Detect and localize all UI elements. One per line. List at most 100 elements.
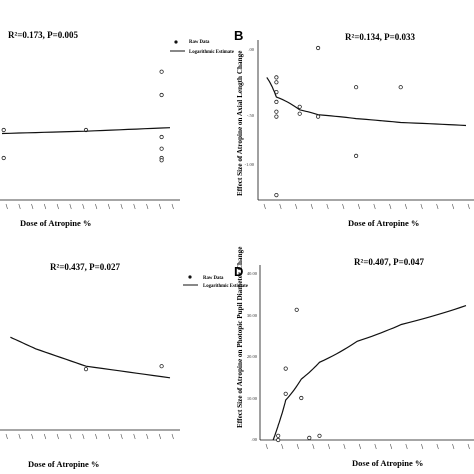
panel-b-xtick-mark: [452, 203, 455, 210]
panel-d-xtick-mark: [405, 443, 408, 450]
panel-a-xtick-mark: [18, 203, 21, 210]
panel-c-xticks: [5, 433, 174, 440]
panel-b-data-point: [297, 111, 302, 116]
panel-a-data-point: [159, 158, 164, 163]
panel-a-xtick-mark: [158, 203, 161, 210]
panel-b-data-point: [274, 75, 279, 80]
panel-d-data-point: [317, 433, 322, 438]
panel-b-data-point: [297, 104, 302, 109]
panel-d-data-point: [283, 366, 288, 371]
panel-b-xtick-mark: [342, 203, 345, 210]
panel-d-log-curve: [272, 305, 467, 441]
panel-a-xtick-mark: [146, 203, 149, 210]
panel-c-xlabel: Dose of Atropine %: [28, 459, 99, 469]
panel-d-ytick-0: 40.00: [247, 271, 258, 276]
panel-d: D R²=0.407, P=0.047 Effect Size of Atrop…: [183, 247, 474, 468]
panel-c-xtick-mark: [120, 433, 123, 440]
panel-b: B R²=0.134, P=0.033 Effect Size of Atrop…: [234, 28, 474, 228]
panel-d-ytick-2: 20.00: [247, 354, 258, 359]
panel-b-data-point: [274, 193, 279, 198]
panel-d-xtick-mark: [343, 443, 346, 450]
panel-a-xtick-mark: [95, 203, 98, 210]
panel-a-xticks: [5, 203, 174, 210]
panel-a-xtick-mark: [171, 203, 174, 210]
panel-d-xtick-mark: [327, 443, 330, 450]
panel-c-points: [10, 336, 171, 379]
panel-b-ylabel: Effect Size of Atropine on Axial Length …: [236, 51, 244, 196]
panel-c-xtick-mark: [133, 433, 136, 440]
panel-d-points: [272, 305, 467, 443]
panel-a-xtick-mark: [44, 203, 47, 210]
panel-a-stat: R²=0.173, P=0.005: [8, 30, 78, 40]
panel-b-xtick-mark: [310, 203, 313, 210]
panel-d-xtick-mark: [296, 443, 299, 450]
panel-b-xtick-mark: [326, 203, 329, 210]
panel-a: R²=0.173, P=0.005 Dose of Atropine % Raw…: [0, 30, 234, 228]
panel-d-legend-log: Logarithmic Estimate: [203, 284, 248, 289]
panel-a-legend: Raw Data Logarithmic Estimate: [170, 40, 234, 55]
panel-a-xtick-mark: [82, 203, 85, 210]
panel-b-data-point: [353, 85, 359, 90]
panel-d-data-point: [276, 437, 281, 443]
panel-d-xtick-mark: [281, 443, 284, 450]
panel-a-xtick-mark: [31, 203, 34, 210]
panel-b-letter: B: [234, 28, 243, 43]
panel-b-ytick-0: .00: [248, 47, 254, 52]
panel-c: R²=0.437, P=0.027 Dose of Atropine %: [0, 262, 180, 469]
panel-b-data-point: [315, 45, 321, 51]
panel-a-log-curve: [1, 127, 171, 135]
panel-b-xlabel: Dose of Atropine %: [348, 218, 419, 228]
panel-c-xtick-mark: [158, 433, 161, 440]
panel-d-data-point: [283, 391, 288, 396]
panel-a-legend-log: Logarithmic Estimate: [189, 50, 234, 55]
panel-d-ytick-1: 30.00: [247, 313, 258, 318]
panel-d-xtick-mark: [421, 443, 424, 450]
panel-a-data-point: [1, 155, 6, 161]
panel-a-xtick-mark: [133, 203, 136, 210]
panel-b-data-point: [398, 85, 403, 90]
panel-b-xtick-mark: [295, 203, 298, 210]
panel-b-xtick-mark: [373, 203, 376, 210]
panel-d-xtick-mark: [467, 443, 470, 450]
panel-b-xtick-mark: [263, 203, 266, 210]
panel-b-xtick-mark: [404, 203, 407, 210]
panel-d-stat: R²=0.407, P=0.047: [354, 257, 424, 267]
panel-c-data-point: [83, 366, 89, 372]
panel-b-xtick-mark: [436, 203, 439, 210]
panel-a-xtick-mark: [69, 203, 72, 210]
panel-d-xtick-mark: [374, 443, 377, 450]
panel-d-yticks: 40.00 30.00 20.00 10.00 .00: [247, 271, 258, 442]
panel-d-ytick-3: 10.00: [247, 396, 258, 401]
panel-c-xtick-mark: [95, 433, 98, 440]
panel-a-data-point: [159, 134, 164, 140]
panel-c-xtick-mark: [82, 433, 85, 440]
panel-c-xtick-mark: [69, 433, 72, 440]
panel-b-yticks: .00 -.50 -1.00: [245, 47, 255, 167]
panel-d-xtick-mark: [452, 443, 455, 450]
panel-b-xtick-mark: [389, 203, 392, 210]
panel-c-xtick-mark: [5, 433, 8, 440]
panel-d-legend: Raw Data Logarithmic Estimate: [183, 275, 248, 289]
panel-c-xtick-mark: [44, 433, 47, 440]
panel-a-xtick-mark: [107, 203, 110, 210]
panel-b-data-point: [274, 114, 279, 119]
panel-d-data-point: [299, 395, 304, 401]
panel-a-xtick-mark: [5, 203, 8, 210]
panel-b-ytick-2: -1.00: [245, 162, 255, 167]
panel-a-xlabel: Dose of Atropine %: [20, 218, 91, 228]
panel-d-ytick-4: .00: [251, 437, 257, 442]
panel-b-data-point: [274, 80, 279, 85]
panel-a-xtick-mark: [56, 203, 59, 210]
panel-a-data-point: [159, 92, 164, 98]
panel-b-data-point: [353, 153, 359, 158]
panel-c-xtick-mark: [107, 433, 110, 440]
panel-b-data-point: [274, 109, 279, 114]
panel-d-legend-raw: Raw Data: [203, 276, 224, 281]
panel-b-log-curve: [266, 77, 467, 127]
panel-b-xtick-mark: [279, 203, 282, 210]
panel-c-xtick-mark: [171, 433, 174, 440]
panel-b-xticks: [263, 203, 470, 210]
panel-d-xtick-mark: [312, 443, 315, 450]
panel-b-data-point: [315, 114, 321, 119]
